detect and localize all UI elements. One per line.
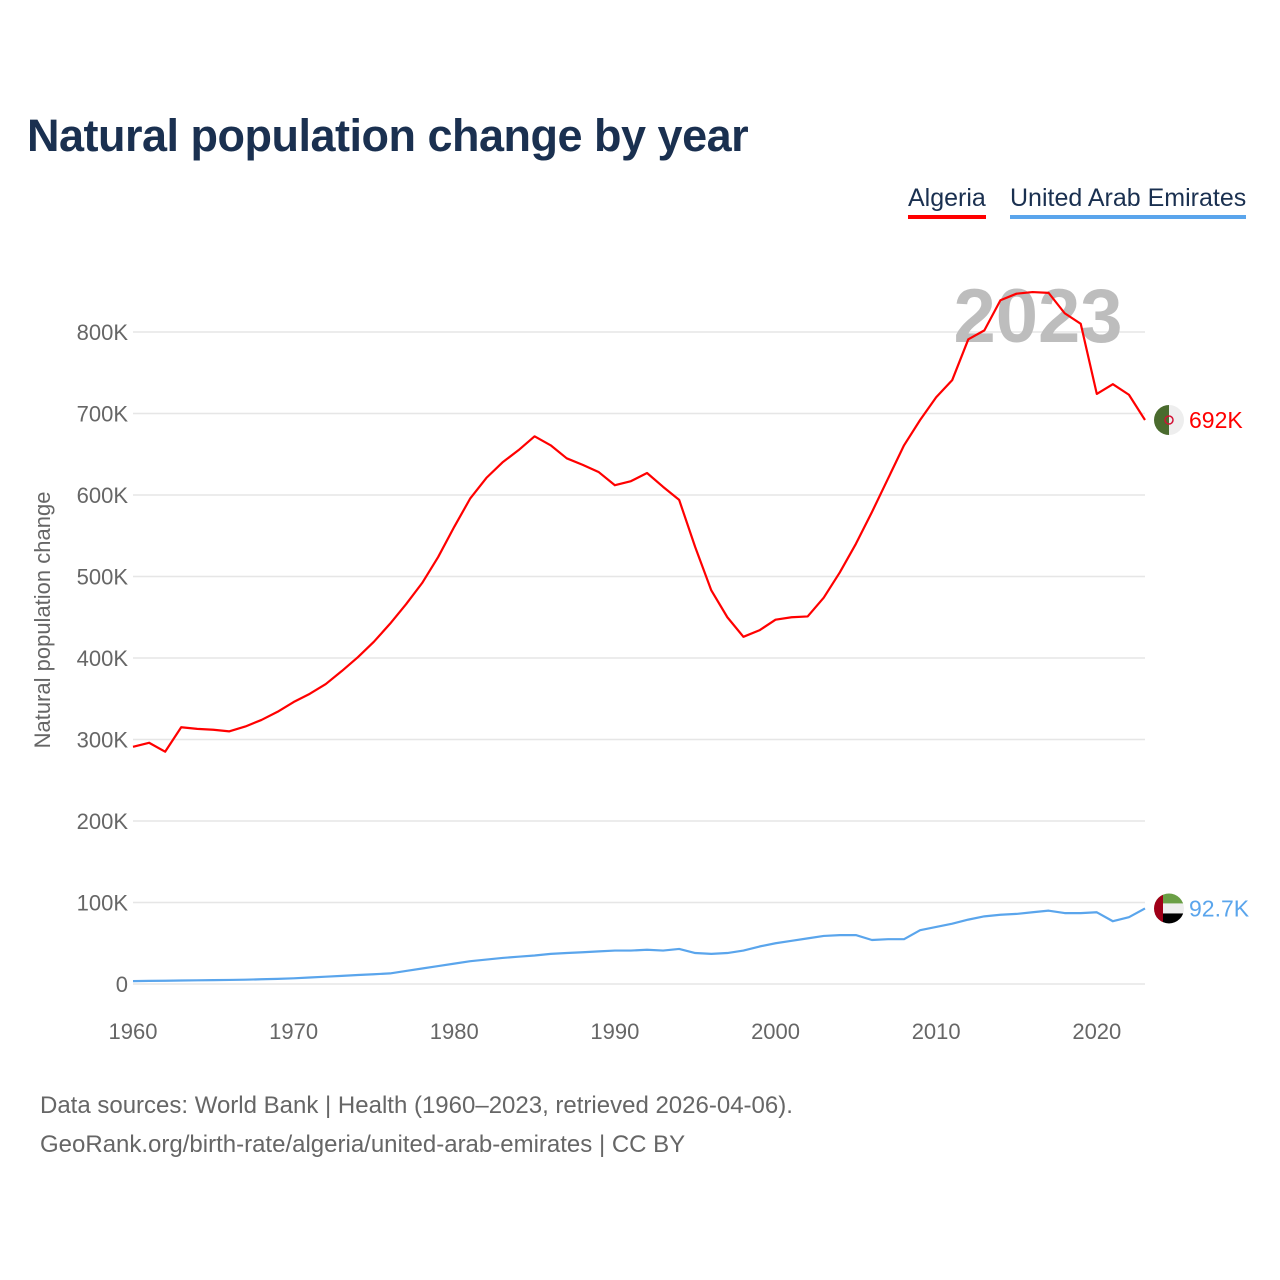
flag-body [1154, 405, 1184, 436]
legend-item-uae[interactable]: United Arab Emirates [1010, 184, 1247, 219]
x-tick-label: 1980 [430, 1019, 479, 1044]
algeria-flag-icon [1154, 405, 1184, 436]
flag-green [1154, 893, 1184, 904]
x-tick-label: 2020 [1072, 1019, 1121, 1044]
flag-white [1169, 405, 1184, 436]
x-tick-label: 2010 [912, 1019, 961, 1044]
flag-white [1154, 903, 1184, 914]
x-tick-label: 2000 [751, 1019, 800, 1044]
y-tick-label: 500K [77, 565, 129, 590]
y-tick-label: 200K [77, 809, 129, 834]
end-value-label: 92.7K [1189, 895, 1250, 921]
y-axis-label: Natural population change [30, 492, 55, 749]
source-line-1: Data sources: World Bank | Health (1960–… [40, 1092, 793, 1119]
series-line-uae [132, 907, 1146, 983]
y-tick-label: 800K [77, 320, 129, 345]
x-tick-label: 1970 [269, 1019, 318, 1044]
flag-crescent [1164, 415, 1174, 425]
uae-flag-icon [1154, 893, 1184, 924]
y-tick-label: 0 [116, 972, 128, 997]
source-line-2[interactable]: GeoRank.org/birth-rate/algeria/united-ar… [40, 1131, 686, 1158]
chart-title: Natural population change by year [27, 110, 749, 161]
flag-green [1154, 405, 1169, 436]
y-tick-label: 300K [77, 728, 129, 753]
year-watermark: 2023 [953, 274, 1122, 359]
flag-body [1154, 893, 1184, 924]
y-tick-label: 700K [77, 402, 129, 427]
y-tick-label: 100K [77, 891, 129, 916]
x-tick-label: 1990 [590, 1019, 639, 1044]
legend-item-algeria[interactable]: Algeria [908, 184, 986, 219]
flag-black [1154, 913, 1184, 924]
end-value-label: 692K [1189, 407, 1243, 433]
y-tick-label: 600K [77, 483, 129, 508]
source-note: Data sources: World Bank | Health (1960–… [40, 1086, 793, 1164]
series-line-algeria [132, 290, 1146, 753]
x-tick-label: 1960 [109, 1019, 158, 1044]
flag-red [1154, 893, 1163, 924]
y-tick-label: 400K [77, 646, 129, 671]
